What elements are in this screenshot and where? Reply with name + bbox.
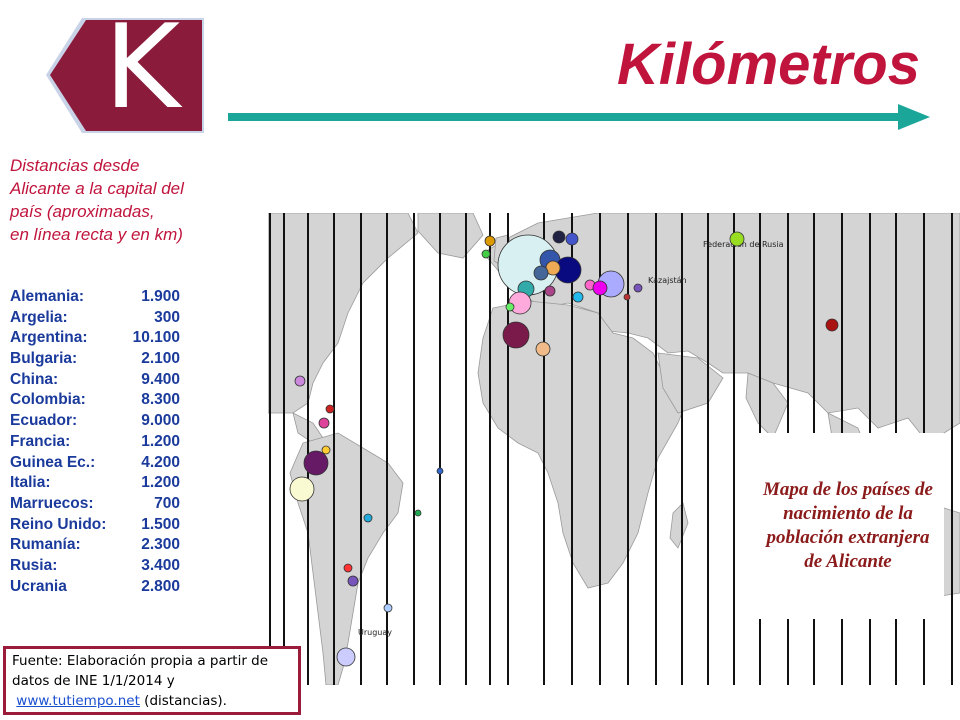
country-name: Colombia:: [10, 391, 86, 409]
country-bubble: [535, 341, 551, 357]
country-bubble: [303, 450, 329, 476]
distance-km: 3.400: [141, 556, 180, 574]
distance-km: 2.300: [141, 536, 180, 554]
country-bubble: [502, 321, 530, 349]
country-bubble: [481, 249, 491, 259]
subtitle-line: en línea recta y en km): [10, 225, 183, 244]
distance-km: 2.100: [141, 350, 180, 368]
country-bubble: [383, 603, 393, 613]
distance-row: Marruecos: 700: [10, 494, 270, 515]
distance-row: Italia: 1.200: [10, 473, 270, 494]
country-name: Rusia:: [10, 556, 58, 574]
distances-subtitle: Distancias desde Alicante a la capital d…: [10, 154, 260, 246]
country-name: Francia:: [10, 432, 71, 450]
page-title: Kilómetros: [617, 32, 920, 97]
country-name: China:: [10, 370, 59, 388]
country-name: Argelia:: [10, 308, 68, 326]
distance-row: Reino Unido: 1.500: [10, 515, 270, 536]
country-bubble: [347, 575, 359, 587]
country-name: Alemania:: [10, 288, 85, 305]
distance-row: Ucrania 2.800: [10, 577, 270, 598]
distance-row: Alemania: 1.900: [10, 287, 270, 308]
source-line-2: datos de INE 1/1/2014 y: [12, 673, 175, 689]
distance-km: 2.800: [141, 577, 180, 595]
subtitle-line: país (aproximadas,: [10, 202, 155, 221]
map-callout-text: Mapa de los países de nacimiento de la p…: [763, 479, 933, 572]
country-bubble: [343, 563, 353, 573]
country-name: Rumanía:: [10, 536, 81, 554]
distance-row: Rumanía: 2.300: [10, 535, 270, 556]
distance-km: 4.200: [141, 453, 180, 471]
country-name: Argentina:: [10, 329, 88, 347]
distance-row: Argelia: 300: [10, 308, 270, 329]
map-label: Kazajstán: [648, 276, 687, 285]
distance-row: Ecuador: 9.000: [10, 411, 270, 432]
country-bubble: [633, 283, 643, 293]
distance-row: Guinea Ec.: 4.200: [10, 453, 270, 474]
country-name: Reino Unido:: [10, 515, 107, 533]
country-bubble: [729, 231, 745, 247]
meridian-lines: [269, 213, 953, 685]
distance-list: Alemania: 1.900 Argelia: 300 Argentina: 10.…: [10, 287, 270, 597]
country-bubble: [414, 509, 422, 517]
country-bubbles: [289, 230, 839, 667]
distance-row: Rusia: 3.400: [10, 556, 270, 577]
country-name: Italia:: [10, 474, 51, 492]
distance-km: 9.000: [141, 412, 180, 430]
country-name: Bulgaria:: [10, 350, 78, 368]
country-bubble: [484, 235, 496, 247]
country-bubble: [321, 445, 331, 455]
map-label: Uruguay: [358, 628, 392, 637]
distance-km: 1.900: [141, 288, 180, 305]
distance-km: 10.100: [132, 329, 180, 347]
source-tail: (distancias).: [144, 693, 227, 709]
title-arrow: [228, 104, 930, 130]
country-name: Ucrania: [10, 577, 67, 595]
badge-letter: K: [103, 0, 181, 135]
country-bubble: [552, 230, 566, 244]
country-name: Guinea Ec.:: [10, 453, 96, 471]
distance-row: Colombia: 8.300: [10, 390, 270, 411]
distance-km: 700: [154, 494, 180, 512]
landmasses: [268, 213, 960, 685]
distance-km: 1.500: [141, 515, 180, 533]
country-bubble: [572, 291, 584, 303]
country-bubble: [544, 285, 556, 297]
source-link[interactable]: www.tutiempo.net: [16, 693, 140, 709]
distance-row: Argentina: 10.100: [10, 328, 270, 349]
distance-row: Francia: 1.200: [10, 432, 270, 453]
distance-row: Bulgaria: 2.100: [10, 349, 270, 370]
distance-km: 300: [154, 308, 180, 326]
country-name: Marruecos:: [10, 494, 94, 512]
country-bubble: [363, 513, 373, 523]
source-line-1: Fuente: Elaboración propia a partir de: [12, 653, 269, 669]
country-bubble: [825, 318, 839, 332]
country-bubble: [533, 265, 549, 281]
country-bubble: [289, 476, 315, 502]
distance-km: 1.200: [141, 474, 180, 492]
country-bubble: [436, 467, 444, 475]
country-bubble: [294, 375, 306, 387]
country-bubble: [565, 232, 579, 246]
country-bubble: [623, 293, 631, 301]
subtitle-line: Distancias desde: [10, 156, 140, 175]
source-line-3: www.tutiempo.net (distancias).: [12, 691, 298, 711]
k-badge: [46, 18, 204, 133]
map-callout: Mapa de los países de nacimiento de la p…: [752, 433, 944, 619]
map-label: Federación de Rusia: [703, 239, 784, 249]
distance-km: 1.200: [141, 432, 180, 450]
distance-row: China: 9.400: [10, 370, 270, 391]
country-bubble: [318, 417, 330, 429]
subtitle-line: Alicante a la capital del: [10, 179, 184, 198]
source-box: Fuente: Elaboración propia a partir de d…: [3, 646, 301, 715]
country-bubble: [336, 647, 356, 667]
country-bubble: [505, 302, 515, 312]
distance-km: 9.400: [141, 370, 180, 388]
country-bubble: [325, 404, 335, 414]
country-bubble: [592, 280, 608, 296]
country-name: Ecuador:: [10, 412, 78, 430]
distance-km: 8.300: [141, 391, 180, 409]
